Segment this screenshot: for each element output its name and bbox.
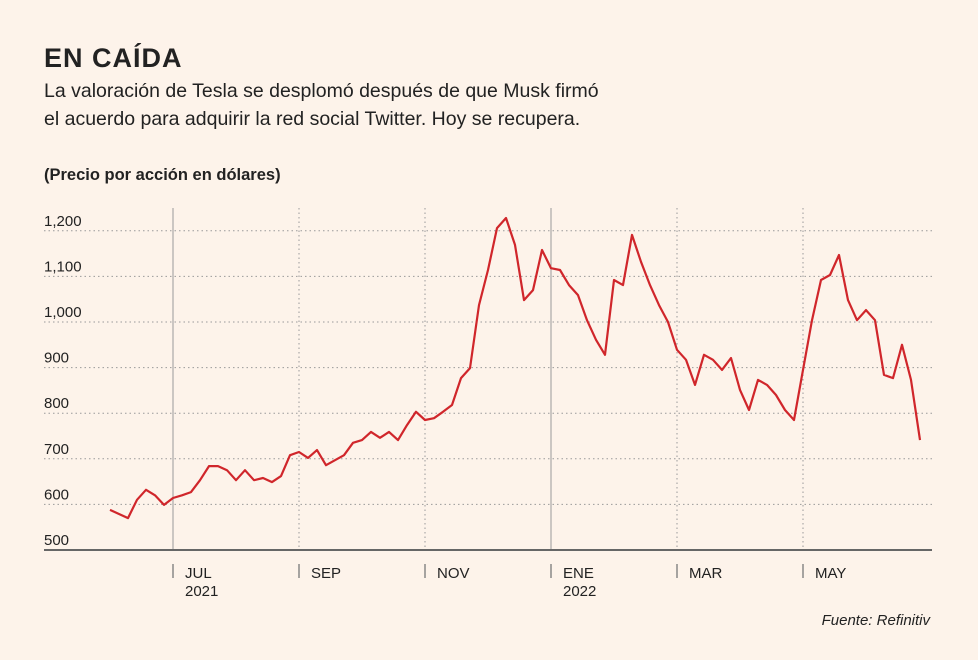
x-tick-label: JUL 2021 (185, 565, 218, 600)
subtitle: La valoración de Tesla se desplomó despu… (44, 80, 599, 102)
y-tick-label: 500 (44, 532, 69, 549)
x-tick-label: MAR (689, 565, 723, 582)
y-tick-label: 700 (44, 441, 69, 458)
x-tick-label: MAY (815, 565, 846, 582)
price-line (109, 216, 922, 520)
y-tick-label: 900 (44, 350, 69, 367)
y-tick-label: 1,000 (44, 304, 82, 321)
subtitle: el acuerdo para adquirir la red social T… (44, 108, 580, 130)
x-tick-label: NOV (437, 565, 470, 582)
y-tick-label: 1,200 (44, 213, 82, 230)
chart-title: EN CAÍDA (44, 42, 183, 73)
y-tick-label: 1,100 (44, 258, 82, 275)
y-tick-label: 800 (44, 395, 69, 412)
x-tick-label: SEP (311, 565, 341, 582)
x-tick-label: ENE 2022 (563, 565, 596, 600)
y-axis-label: (Precio por acción en dólares) (44, 166, 281, 184)
y-tick-label: 600 (44, 486, 69, 503)
source: Fuente: Refinitiv (822, 612, 932, 629)
